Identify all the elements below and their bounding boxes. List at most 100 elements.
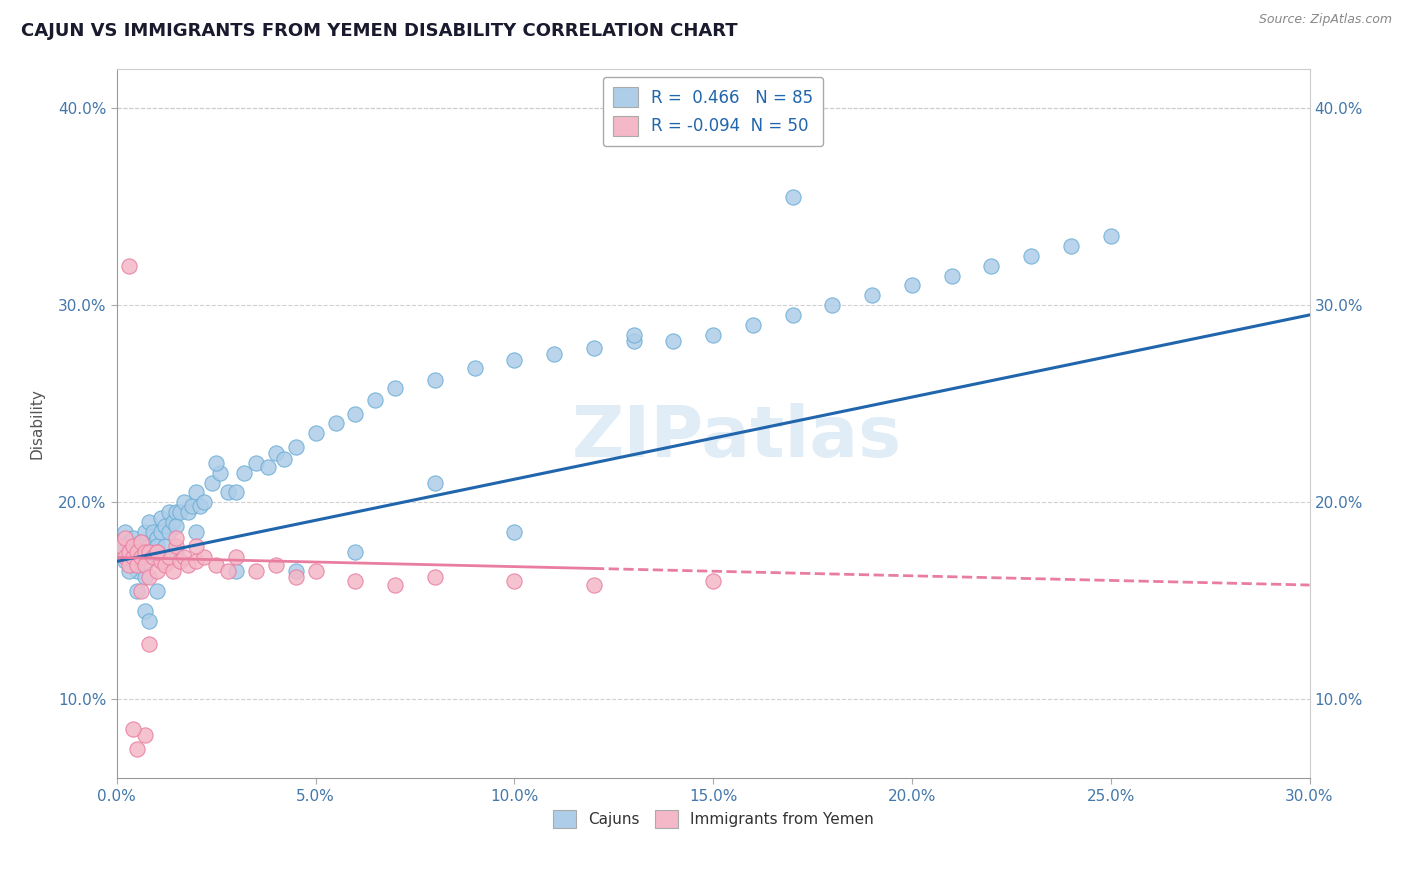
Point xyxy=(121,531,143,545)
Point xyxy=(125,564,148,578)
Point xyxy=(157,550,180,565)
Point xyxy=(181,499,204,513)
Point xyxy=(134,558,156,573)
Point xyxy=(169,505,191,519)
Point xyxy=(217,564,239,578)
Point xyxy=(153,558,176,573)
Point xyxy=(344,407,367,421)
Point xyxy=(325,417,347,431)
Point xyxy=(118,558,141,573)
Point xyxy=(129,534,152,549)
Point xyxy=(284,440,307,454)
Text: ZIPatlas: ZIPatlas xyxy=(572,403,903,472)
Point xyxy=(186,539,208,553)
Point xyxy=(145,539,167,553)
Point xyxy=(582,578,605,592)
Point xyxy=(134,554,156,568)
Point xyxy=(186,485,208,500)
Point xyxy=(153,519,176,533)
Point xyxy=(423,475,446,490)
Point xyxy=(782,189,804,203)
Point xyxy=(153,539,176,553)
Point xyxy=(503,353,526,368)
Point xyxy=(145,544,167,558)
Point xyxy=(114,531,136,545)
Point xyxy=(138,515,160,529)
Point xyxy=(145,564,167,578)
Point xyxy=(149,554,172,568)
Point xyxy=(702,327,724,342)
Point xyxy=(173,550,195,565)
Point xyxy=(166,539,188,553)
Point xyxy=(142,544,165,558)
Point xyxy=(118,534,141,549)
Point xyxy=(188,499,211,513)
Point xyxy=(125,544,148,558)
Point xyxy=(264,558,287,573)
Point xyxy=(118,544,141,558)
Point xyxy=(205,456,228,470)
Point xyxy=(118,544,141,558)
Legend: Cajuns, Immigrants from Yemen: Cajuns, Immigrants from Yemen xyxy=(547,804,880,834)
Point xyxy=(134,524,156,539)
Point xyxy=(166,505,188,519)
Point xyxy=(193,550,215,565)
Point xyxy=(193,495,215,509)
Point xyxy=(121,722,143,736)
Point xyxy=(129,550,152,565)
Point xyxy=(364,392,387,407)
Point xyxy=(177,505,200,519)
Point xyxy=(582,342,605,356)
Point xyxy=(129,583,152,598)
Point xyxy=(225,550,247,565)
Point xyxy=(166,544,188,558)
Point xyxy=(1019,249,1042,263)
Point xyxy=(225,564,247,578)
Point xyxy=(118,259,141,273)
Point xyxy=(423,373,446,387)
Point xyxy=(138,544,160,558)
Point xyxy=(166,519,188,533)
Point xyxy=(134,570,156,584)
Point xyxy=(134,604,156,618)
Point xyxy=(121,539,143,553)
Point xyxy=(121,558,143,573)
Point xyxy=(304,426,326,441)
Point xyxy=(118,564,141,578)
Point xyxy=(821,298,844,312)
Point xyxy=(177,558,200,573)
Point xyxy=(201,475,224,490)
Point xyxy=(662,334,685,348)
Point xyxy=(901,278,924,293)
Point xyxy=(110,539,132,553)
Point xyxy=(114,554,136,568)
Point xyxy=(129,544,152,558)
Point xyxy=(503,524,526,539)
Text: Source: ZipAtlas.com: Source: ZipAtlas.com xyxy=(1258,13,1392,27)
Point xyxy=(121,550,143,565)
Point xyxy=(205,558,228,573)
Point xyxy=(344,544,367,558)
Point xyxy=(423,570,446,584)
Point xyxy=(543,347,565,361)
Point xyxy=(125,558,148,573)
Point xyxy=(304,564,326,578)
Point xyxy=(138,570,160,584)
Point xyxy=(166,531,188,545)
Point xyxy=(233,466,256,480)
Point xyxy=(125,539,148,553)
Point xyxy=(114,524,136,539)
Point xyxy=(1060,239,1083,253)
Point xyxy=(110,544,132,558)
Point xyxy=(284,564,307,578)
Point xyxy=(186,524,208,539)
Point xyxy=(225,485,247,500)
Point xyxy=(149,524,172,539)
Point xyxy=(742,318,765,332)
Point xyxy=(245,456,267,470)
Point xyxy=(384,381,406,395)
Point xyxy=(503,574,526,588)
Point xyxy=(162,564,184,578)
Point xyxy=(129,534,152,549)
Point xyxy=(138,539,160,553)
